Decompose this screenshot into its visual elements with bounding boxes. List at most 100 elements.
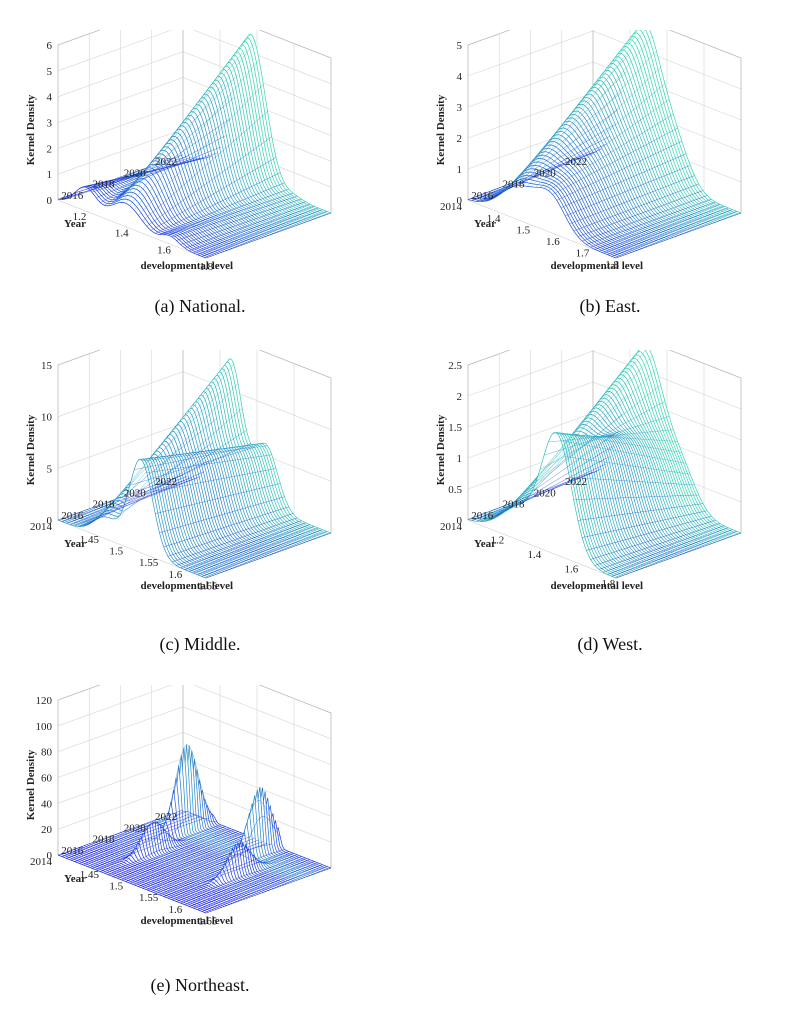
z-tick-label: 1 xyxy=(457,453,463,465)
y-tick-label: 2016 xyxy=(471,190,494,202)
surface-level-profile xyxy=(543,99,670,189)
surface-level-profile xyxy=(577,190,704,237)
surface-level-profile xyxy=(582,510,708,538)
surface-level-profile xyxy=(480,463,606,522)
surface-level-profile xyxy=(117,832,243,879)
z-tick-label: 15 xyxy=(41,360,53,372)
surface-level-profile xyxy=(129,41,256,206)
surface-level-profile xyxy=(565,165,691,217)
x-tick-label: 1.4 xyxy=(528,549,542,561)
panel-national: 0 1 2 3 4 5 6 2022 2020 2018 2016 1.2 1.4 1.6 1.8 Kerne… xyxy=(10,30,390,360)
z-tick-label: 1 xyxy=(47,169,53,181)
surface-level-profile xyxy=(57,474,184,521)
surface-level-profile xyxy=(599,525,725,570)
zgrid-line xyxy=(467,30,742,59)
surface-level-profile xyxy=(112,383,239,520)
surface-level-profile xyxy=(150,157,277,231)
x-tick-label: 1.65 xyxy=(198,915,218,927)
surface-level-profile xyxy=(95,146,222,198)
surface-level-profile xyxy=(577,503,703,521)
surface-level-profile xyxy=(480,144,606,202)
z-tick-label: 2 xyxy=(47,143,53,155)
zgrid-line xyxy=(467,350,742,379)
surface-level-profile xyxy=(117,52,243,204)
surface-level-profile xyxy=(112,831,239,877)
surface-level-profile xyxy=(180,522,306,568)
panel-east: 0 1 2 3 4 5 2022 2020 2018 2016 2014 1.4 1.5 1.6 1.7 1.… xyxy=(420,30,800,360)
surface-level-profile xyxy=(176,198,302,241)
surface-level-profile xyxy=(108,829,234,876)
surface-level-profile xyxy=(197,529,323,575)
surface-level-profile xyxy=(74,816,200,862)
x-tick-label: 1.45 xyxy=(80,534,100,546)
y-tick-label: 2020 xyxy=(124,487,147,499)
surface-level-profile xyxy=(121,430,247,513)
y-axis-label: Year xyxy=(64,873,86,885)
surface-level-profile xyxy=(95,824,222,871)
z-axis-label: Kernel Density xyxy=(435,414,447,485)
surface-level-profile xyxy=(556,141,682,201)
surface-level-profile xyxy=(560,153,687,208)
x-tick-label: 1.4 xyxy=(487,213,501,225)
surface-year-profile xyxy=(73,849,222,908)
z-tick-label: 120 xyxy=(36,695,53,707)
surface-mesh xyxy=(467,350,742,579)
surface-year-profile xyxy=(99,838,248,899)
surface-occluder xyxy=(104,828,253,897)
surface-level-profile xyxy=(83,460,209,527)
surface-occluder xyxy=(468,432,616,578)
y-tick-label: 2018 xyxy=(93,834,116,846)
z-tick-label: 0 xyxy=(457,515,463,527)
z-axis-label: Kernel Density xyxy=(25,414,37,485)
surface-level-profile xyxy=(100,821,226,872)
surface-year-profile xyxy=(107,824,256,896)
x-tick-label: 1.6 xyxy=(169,904,183,916)
x-tick-label: 1.65 xyxy=(198,580,218,592)
surface-mesh xyxy=(57,358,332,579)
y-tick-label: 2022 xyxy=(155,476,177,488)
surface-level-profile xyxy=(176,520,302,566)
x-axis-label: developmental level xyxy=(551,260,644,272)
chart-east: 0 1 2 3 4 5 2022 2020 2018 2016 2014 1.4 1.5 1.6 1.7 1.… xyxy=(435,30,742,272)
surface-level-profile xyxy=(180,857,306,904)
surface-level-profile xyxy=(66,157,192,199)
surface-level-profile xyxy=(599,205,725,252)
surface-level-profile xyxy=(87,442,213,526)
z-tick-label: 5 xyxy=(457,40,463,52)
surface-level-profile xyxy=(125,34,251,204)
y-tick-label: 2016 xyxy=(61,510,84,522)
surface-level-profile xyxy=(150,468,277,493)
surface-level-profile xyxy=(522,30,646,186)
surface-level-profile xyxy=(121,38,247,203)
surface-occluder xyxy=(58,459,206,578)
surface-level-profile xyxy=(505,52,632,191)
y-tick-label: 2014 xyxy=(440,521,463,533)
surface-level-profile xyxy=(146,843,272,891)
surface-level-profile xyxy=(518,30,639,186)
surface-level-profile xyxy=(560,440,687,464)
surface-level-profile xyxy=(167,513,294,557)
surface-mesh xyxy=(57,744,332,914)
surface-level-profile xyxy=(70,477,196,525)
x-tick-label: 1.4 xyxy=(115,228,129,240)
surface-year-profile xyxy=(81,846,230,905)
surface-level-profile xyxy=(66,813,192,859)
surface-level-profile xyxy=(590,520,716,560)
z-tick-label: 5 xyxy=(47,66,53,78)
surface-level-profile xyxy=(91,152,217,193)
z-tick-label: 3 xyxy=(47,118,53,130)
x-tick-label: 1.5 xyxy=(109,881,123,893)
surface-year-profile xyxy=(467,431,617,579)
surface-level-profile xyxy=(184,859,310,905)
zgrid-line xyxy=(57,30,332,59)
x-tick-label: 1.6 xyxy=(169,569,183,581)
surface-level-profile xyxy=(100,135,226,203)
surface-year-profile xyxy=(63,852,212,912)
y-axis-label: Year xyxy=(474,538,496,550)
surface-level-profile xyxy=(184,524,310,570)
surface-level-profile xyxy=(535,384,661,483)
surface-level-profile xyxy=(193,527,319,574)
z-tick-label: 0 xyxy=(47,850,53,862)
surface-level-profile xyxy=(163,506,289,548)
x-tick-label: 1.5 xyxy=(516,224,530,236)
